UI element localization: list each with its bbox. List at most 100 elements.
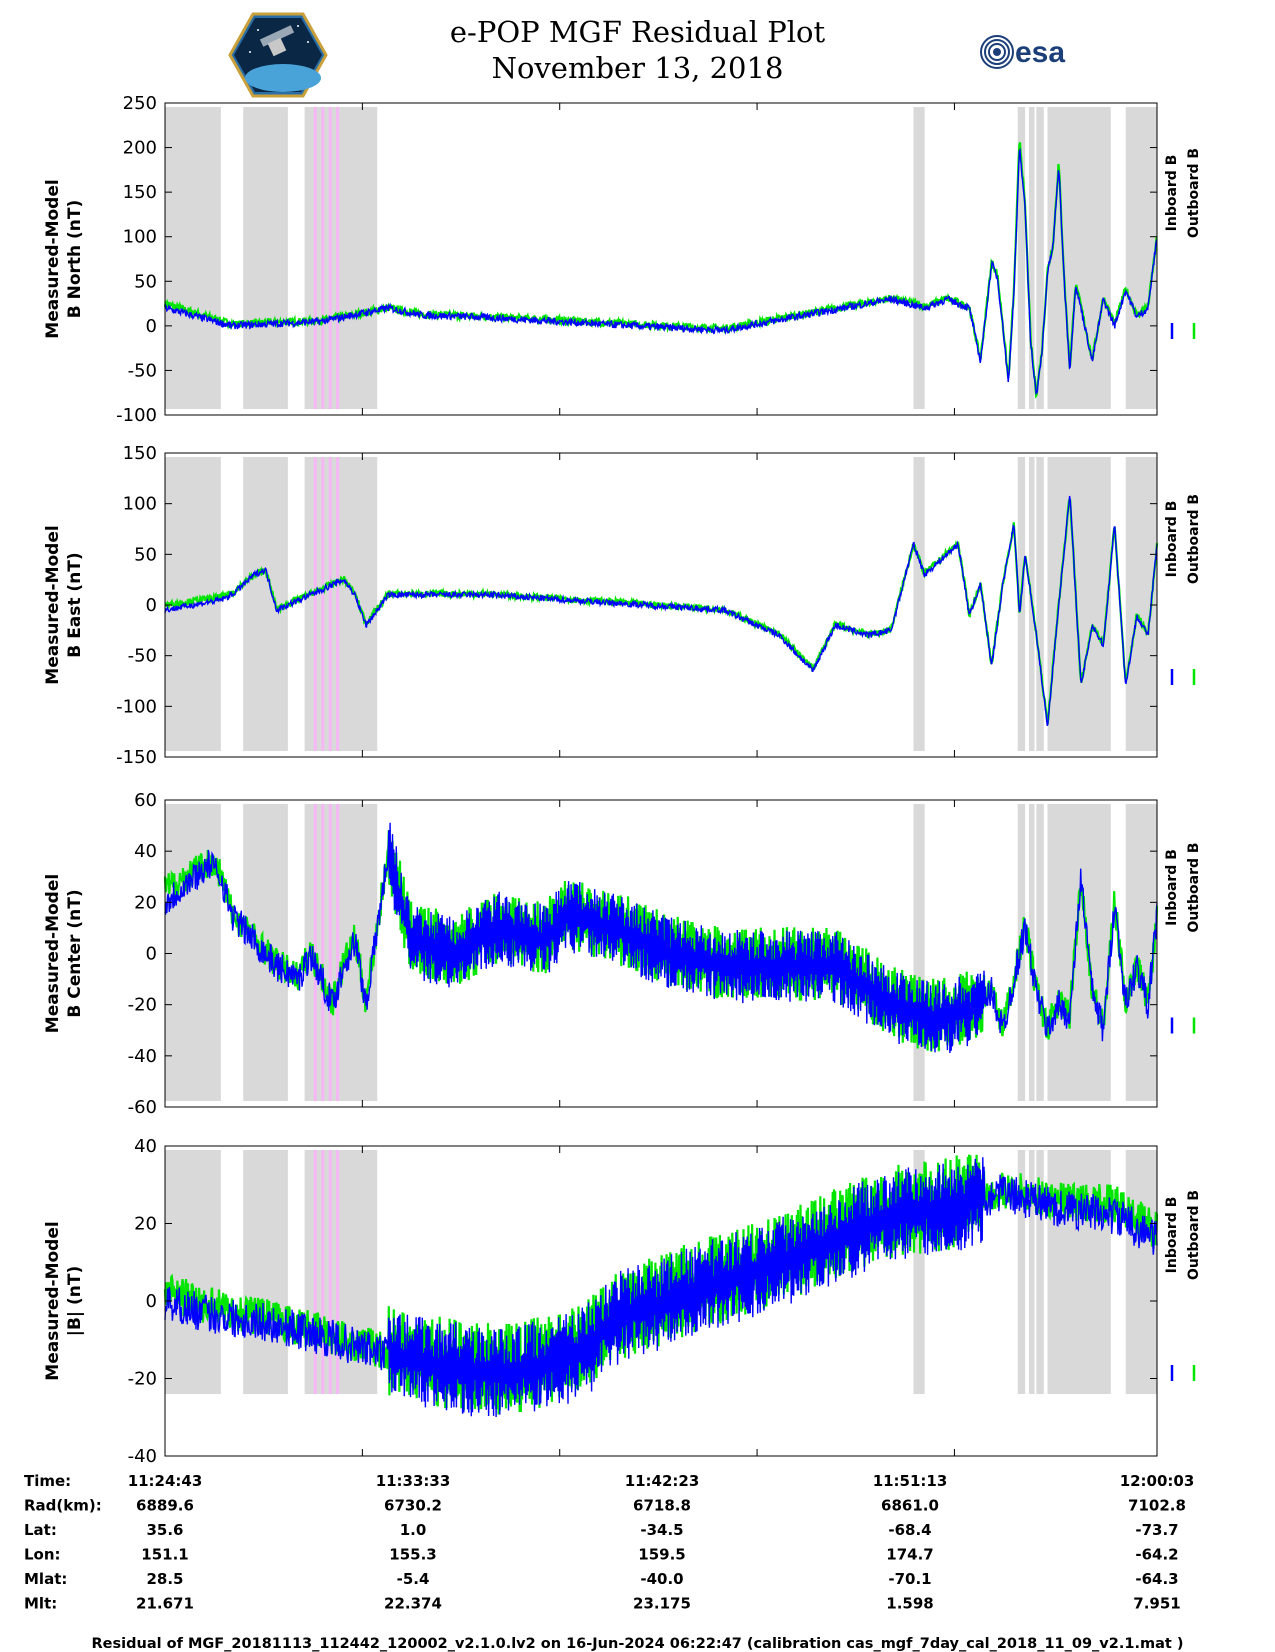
y-axis-label: Measured-Model B North (nT) [43,179,85,338]
y-tick-label: 0 [146,1291,157,1312]
data-gap-band [1047,804,1111,1101]
y-tick-label: -100 [116,696,157,717]
y-tick-label: -40 [128,1446,157,1467]
data-gap-band [913,1150,925,1394]
data-gap-band [165,1150,221,1394]
y-tick-label: 200 [123,138,157,159]
y-axis-label-line-1: Measured-Model [43,525,63,684]
y-axis-label-line-1: Measured-Model [43,874,63,1033]
info-cell: 6730.2 [384,1497,442,1515]
flag-line [328,1150,332,1394]
data-gap-band [165,107,221,409]
footer-caption: Residual of MGF_20181113_112442_120002_v… [91,1636,1184,1652]
info-row-label: Rad(km): [24,1497,102,1515]
info-cell: 151.1 [141,1546,188,1564]
series-line-inboard [164,822,1158,1054]
data-gap-band [1125,804,1157,1101]
data-gap-band [243,1150,288,1394]
data-gap-band [1017,107,1026,409]
cassiope-logo [228,12,328,98]
y-tick-label: -50 [128,646,157,667]
legend-label-outboard: Outboard B [1186,148,1202,238]
y-tick-label: 0 [146,595,157,616]
info-cell: 7.951 [1133,1595,1180,1613]
y-tick-label: 250 [123,93,157,114]
data-gap-band [1036,804,1044,1101]
info-cell: 6889.6 [136,1497,194,1515]
y-axis-label-line-2: B North (nT) [65,200,85,319]
y-axis-label-line-1: Measured-Model [43,1221,63,1380]
plot-title: e-POP MGF Residual Plot November 13, 201… [0,14,1275,86]
y-axis-label: Measured-Model B Center (nT) [43,874,85,1033]
y-tick-label: 50 [134,271,157,292]
data-gap-band [913,457,925,751]
data-gap-band [165,804,221,1101]
info-cell: -40.0 [640,1570,683,1588]
legend-label-inboard: Inboard B [1164,1197,1180,1274]
y-tick-label: -20 [128,995,157,1016]
legend-label-inboard: Inboard B [1164,849,1180,926]
data-gap-band [1047,1150,1111,1394]
legend: Inboard B Outboard B [1164,1190,1202,1381]
info-cell: 6861.0 [881,1497,939,1515]
y-tick-label: 40 [134,841,157,862]
y-tick-label: 20 [134,1214,157,1235]
info-cell: 1.0 [400,1521,427,1539]
panel-4: 40 20 0 -20 -40 Measured-Model |B| (nT) Inboard… [43,1136,1202,1467]
flag-line [313,1150,317,1394]
legend: Inboard B Outboard B [1164,842,1202,1034]
info-cell: 35.6 [146,1521,183,1539]
info-row-label: Mlat: [24,1570,67,1588]
data-gap-band [1047,107,1111,409]
flag-line [336,804,340,1101]
legend-label-outboard: Outboard B [1186,494,1202,584]
series-line-inboard [164,495,1158,726]
info-cell: 28.5 [146,1570,183,1588]
axes-frame [164,102,1158,416]
info-row-label: Mlt: [24,1595,57,1613]
y-tick-label: -60 [128,1097,157,1118]
panel-3: 60 40 20 0 -20 -40 -60 Measured-Model B Center (… [43,790,1202,1118]
data-gap-band [1125,1150,1157,1394]
panel-2: 150 100 50 0 -50 -100 -150 Measured-Model B East… [43,443,1202,768]
y-axis-label-line-2: B East (nT) [65,552,85,657]
y-tick-label: -20 [128,1369,157,1390]
data-gap-band [1047,457,1111,751]
flag-line [321,804,325,1101]
data-gap-band [243,107,288,409]
flag-line [336,107,340,409]
y-tick-label: 0 [146,316,157,337]
y-tick-label: -150 [116,747,157,768]
flag-line [328,107,332,409]
data-gap-band [1036,457,1044,751]
info-cell: 21.671 [136,1595,194,1613]
series-line-inboard [164,147,1158,395]
info-cell: -68.4 [888,1521,931,1539]
flag-line [321,457,325,751]
data-gap-band [1028,107,1035,409]
flag-line [313,457,317,751]
y-axis-label: Measured-Model B East (nT) [43,525,85,684]
y-axis-label-line-1: Measured-Model [43,179,63,338]
data-gap-band [913,107,925,409]
info-cell: -64.2 [1135,1546,1178,1564]
y-tick-label: 50 [134,544,157,565]
flag-line [336,457,340,751]
legend: Inboard B Outboard B [1164,148,1202,339]
title-line-2: November 13, 2018 [491,51,784,85]
y-tick-label: -40 [128,1046,157,1067]
title-line-1: e-POP MGF Residual Plot [449,15,826,49]
info-cell: 11:42:23 [625,1472,700,1490]
data-gap-band [1125,107,1157,409]
y-tick-label: 0 [146,944,157,965]
legend-label-outboard: Outboard B [1186,842,1202,932]
data-gap-band [1028,1150,1035,1394]
info-cell: 6718.8 [633,1497,691,1515]
info-row-label: Time: [24,1472,71,1490]
data-gap-band [1017,1150,1026,1394]
info-cell: -64.3 [1135,1570,1178,1588]
y-tick-label: 100 [123,494,157,515]
flag-line [321,1150,325,1394]
info-cell: -34.5 [640,1521,683,1539]
